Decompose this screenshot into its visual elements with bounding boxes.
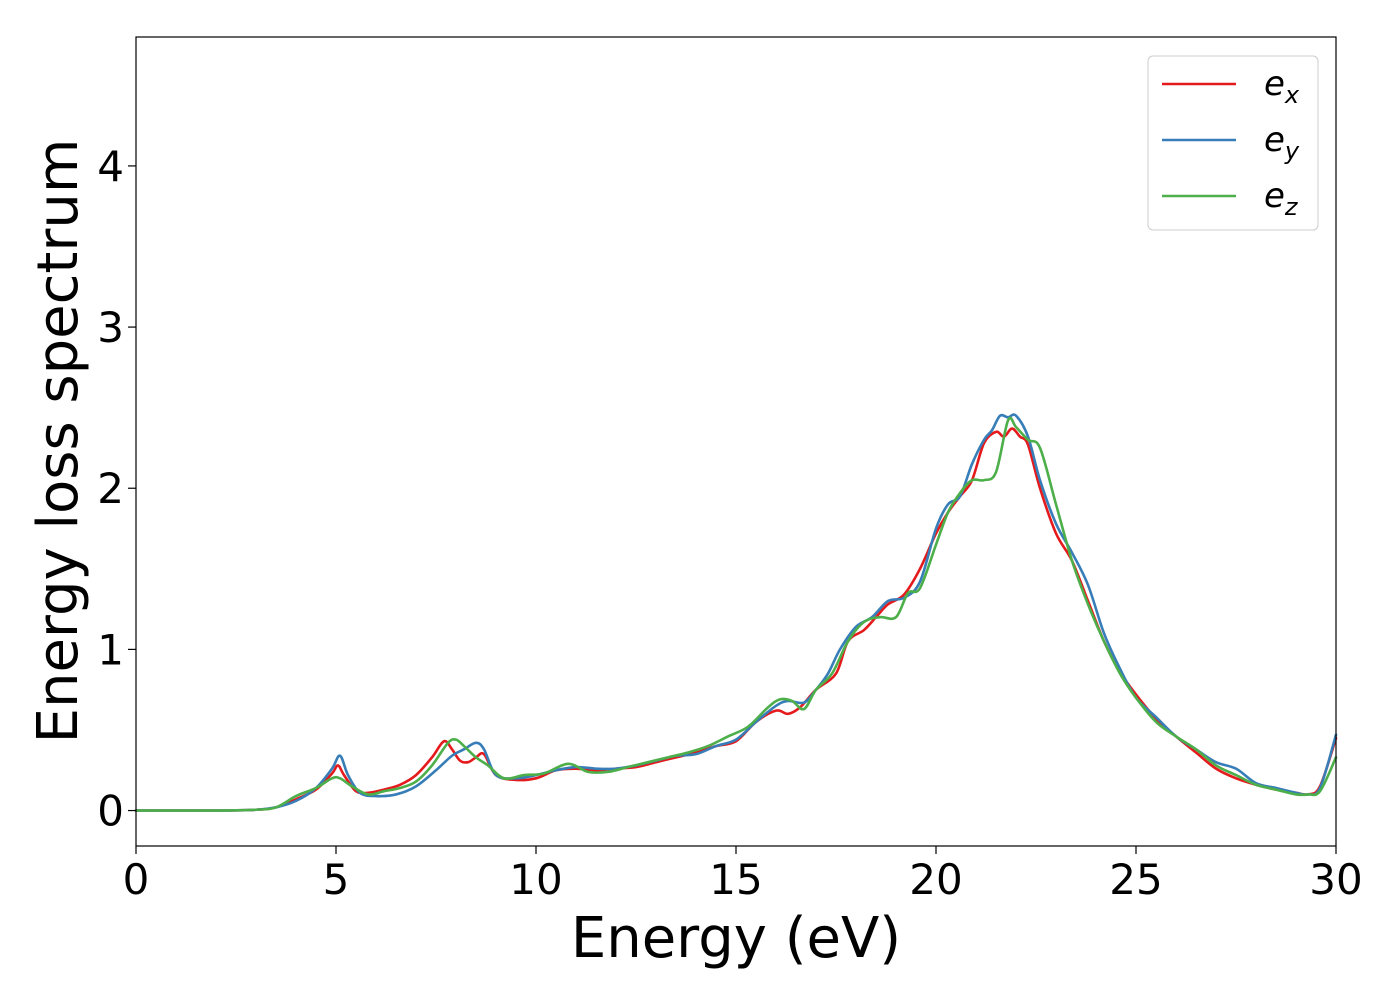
x-axis-label: Energy (eV): [571, 906, 901, 971]
y-axis-label: Energy loss spectrum: [26, 139, 91, 744]
legend-label-ez: ez: [1264, 176, 1299, 221]
legend: ex ey ez: [1147, 55, 1319, 231]
y-tick-label: 4: [97, 142, 124, 191]
legend-box: [1147, 55, 1319, 231]
x-tick-label: 20: [909, 855, 962, 904]
series-line-ez: [134, 416, 1338, 812]
x-tick-label: 10: [509, 855, 562, 904]
series-layer: [134, 413, 1338, 812]
y-tick-label: 0: [97, 787, 124, 836]
legend-label-ex: ex: [1264, 64, 1300, 109]
tick-layer: 0 5 10 15 20 25 30 0 1 2 3 4: [97, 142, 1362, 904]
y-tick-label: 1: [97, 625, 124, 674]
x-tick-label: 25: [1109, 855, 1162, 904]
y-tick-label: 2: [97, 464, 124, 513]
x-tick-label: 15: [709, 855, 762, 904]
legend-label-ey: ey: [1264, 120, 1300, 165]
x-tick-label: 5: [323, 855, 350, 904]
x-tick-label: 30: [1309, 855, 1362, 904]
x-tick-label: 0: [123, 855, 150, 904]
plot-frame: [135, 36, 1337, 847]
y-tick-label: 3: [97, 303, 124, 352]
